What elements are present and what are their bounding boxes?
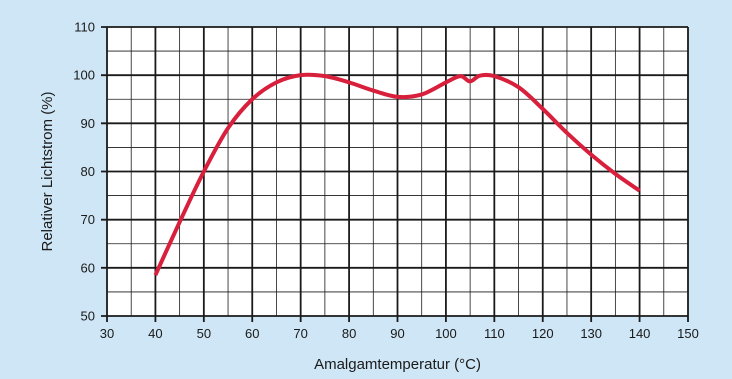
series-layer <box>153 72 641 276</box>
y-tick-label: 60 <box>81 260 95 275</box>
x-tick-label: 150 <box>677 326 699 341</box>
x-tick-label: 30 <box>100 326 114 341</box>
y-axis-ticks: 50 60 70 80 90 100 110 <box>73 20 95 324</box>
x-tick-label: 40 <box>148 326 162 341</box>
x-tick-label: 90 <box>390 326 404 341</box>
x-tick-label: 80 <box>342 326 356 341</box>
y-tick-label: 70 <box>81 212 95 227</box>
y-tick-label: 50 <box>81 309 95 324</box>
x-axis-ticks: 30 40 50 60 70 80 90 100 110 120 130 140 150 <box>100 326 699 341</box>
x-tick-label: 110 <box>484 326 505 341</box>
series-line-0 <box>153 72 641 276</box>
major-grid <box>101 26 689 322</box>
x-tick-label: 60 <box>245 326 259 341</box>
x-tick-label: 140 <box>629 326 651 341</box>
x-tick-label: 50 <box>197 326 211 341</box>
x-tick-label: 100 <box>435 326 457 341</box>
y-tick-label: 90 <box>81 116 95 131</box>
y-tick-label: 100 <box>73 68 95 83</box>
x-tick-label: 120 <box>532 326 554 341</box>
y-axis-title: Relativer Lichtstrom (%) <box>39 91 56 251</box>
x-tick-label: 130 <box>580 326 602 341</box>
y-tick-label: 110 <box>74 20 95 35</box>
x-tick-label: 70 <box>293 326 307 341</box>
x-axis-title: Amalgamtemperatur (°C) <box>314 356 481 373</box>
y-tick-label: 80 <box>81 164 95 179</box>
